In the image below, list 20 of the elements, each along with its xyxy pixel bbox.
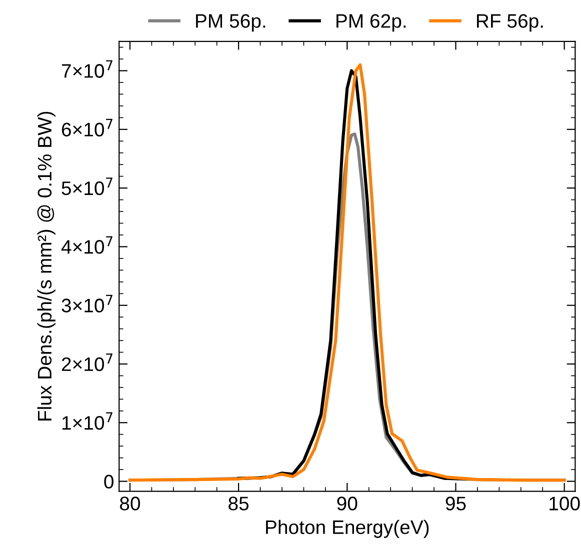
y-tick-label: 4×10$^{7}$ [61, 236, 112, 254]
legend-label: PM 62p. [336, 14, 406, 32]
legend-label: RF 56p. [476, 14, 543, 32]
legend-label: PM 56p. [196, 14, 266, 32]
x-tick-label: 100 [550, 496, 580, 510]
y-tick-label: 6×10$^{7}$ [62, 118, 112, 136]
x-tick-label: 85 [228, 496, 249, 510]
x-axis-title: Photon Energy(eV) [266, 520, 429, 538]
y-tick-label: 5×10$^{7}$ [62, 178, 112, 196]
y-tick-label: 7×10$^{7}$ [62, 60, 112, 78]
y-tick-label: 0 [104, 474, 114, 489]
x-tick-label: 90 [337, 496, 358, 510]
y-tick-label: 3×10$^{7}$ [62, 294, 112, 312]
y-axis-title: Flux Dens.(ph/(s mm²) @ 0.1% BW) [37, 112, 56, 420]
y-tick-label: 1×10$^{7}$ [62, 412, 112, 430]
line-series [128, 63, 566, 482]
x-tick-label: 95 [446, 496, 466, 510]
line-series [237, 69, 468, 480]
x-tick-label: 80 [120, 496, 140, 510]
y-tick-label: 2×10$^{7}$ [62, 354, 112, 372]
